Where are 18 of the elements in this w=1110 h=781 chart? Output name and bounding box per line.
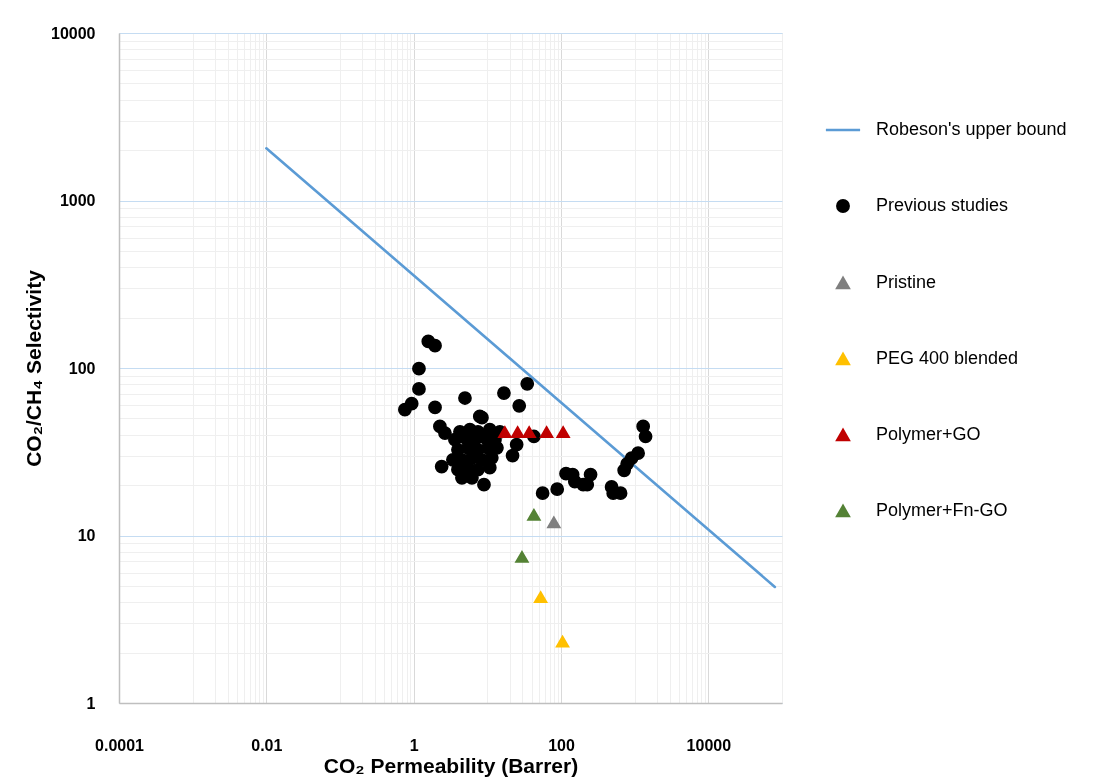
y-tick-label: 10 bbox=[77, 527, 96, 544]
y-tick-label: 100 bbox=[68, 359, 96, 377]
x-tick-label: 100 bbox=[548, 736, 575, 754]
x-tick-label: 1 bbox=[409, 736, 419, 754]
y-tick-label: 1000 bbox=[59, 192, 96, 209]
legend-label: Polymer+Fn-GO bbox=[876, 500, 1008, 520]
legend-label: Previous studies bbox=[876, 195, 1009, 215]
y-tick-label: 1 bbox=[86, 694, 96, 712]
legend-label: Robeson's upper bound bbox=[876, 119, 1067, 139]
y-axis-title: CO₂/CH₄ Selectivity bbox=[22, 269, 46, 467]
legend-label: PEG 400 blended bbox=[876, 348, 1019, 368]
x-tick-label: 0.01 bbox=[251, 736, 283, 754]
x-axis-title: CO₂ Permeability (Barrer) bbox=[323, 753, 579, 777]
legend-label: Polymer+GO bbox=[876, 424, 981, 444]
x-tick-label: 0.0001 bbox=[95, 736, 145, 754]
y-tick-label: 10000 bbox=[51, 24, 96, 42]
x-tick-label: 10000 bbox=[686, 736, 732, 754]
legend-label: Pristine bbox=[876, 272, 937, 292]
